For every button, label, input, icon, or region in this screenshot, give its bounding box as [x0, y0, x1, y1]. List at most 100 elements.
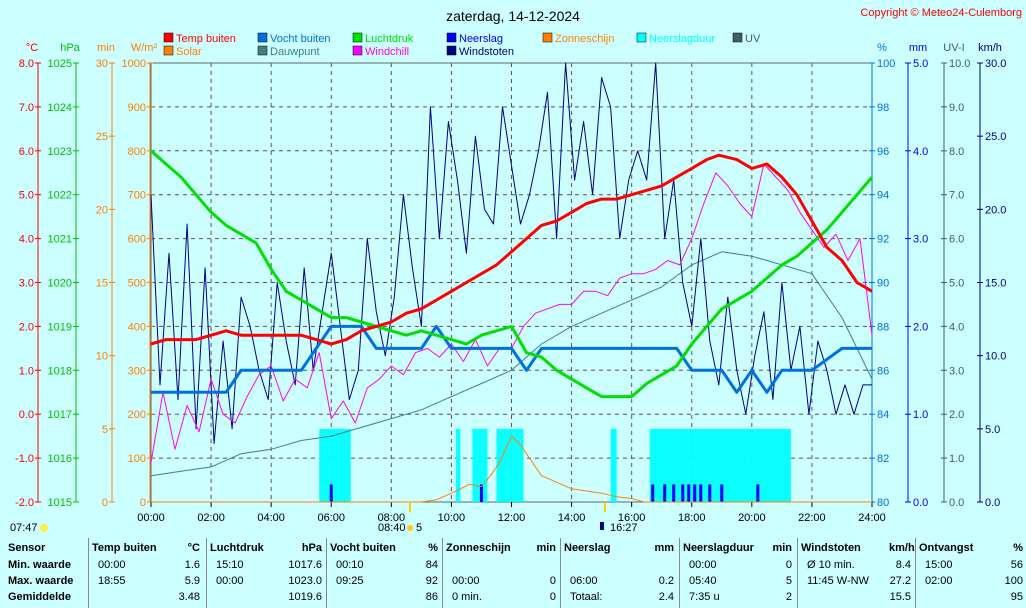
series-solar	[151, 435, 872, 503]
axis-unit: UV-I	[943, 42, 964, 54]
stats-dewpoint-time: 15:00	[925, 559, 953, 571]
axis-tick-label: 8.0	[19, 58, 34, 70]
stats-sunshine-unit: min	[536, 542, 556, 554]
axis-tick-label: 0	[140, 497, 146, 509]
axis-tick-label: 100	[128, 453, 146, 465]
legend-label: Neerslagduur	[649, 33, 715, 45]
axis-tick-label: 5.0	[985, 424, 1000, 436]
series-temp	[150, 153, 873, 346]
legend-label: Windstoten	[459, 46, 514, 58]
sunrise-label: 07:47	[10, 522, 38, 534]
stats-sunshine-time: 0 min.	[452, 591, 482, 603]
stats-dewpoint-unit: %	[1013, 542, 1023, 554]
legend-swatch	[446, 32, 457, 43]
stats-humidity-value: 86	[425, 591, 438, 603]
stats-separator	[679, 538, 680, 608]
rain-bar	[329, 484, 333, 502]
axis-tick-label: 96	[877, 146, 889, 158]
stats-gusts-value: 27.2	[889, 575, 911, 587]
axis-tick-label: 98	[877, 102, 889, 114]
stats-gusts-unit: km/h	[889, 542, 915, 554]
axis-tick-label: 0.0	[949, 497, 964, 509]
legend-label: UV	[745, 33, 761, 45]
legend-swatch	[352, 45, 363, 56]
axis-unit: W/m²	[131, 42, 158, 54]
stats-pressure-unit: hPa	[301, 542, 322, 554]
axis-tick-label: 7.0	[19, 102, 34, 114]
legend-swatch	[163, 45, 174, 56]
stats-gusts-time: 11:45 W-NW	[807, 575, 869, 587]
axis-tick-label: 1016	[48, 453, 72, 465]
stats-separator	[915, 538, 916, 608]
rain-bar	[651, 484, 655, 502]
sunset-icon	[600, 522, 604, 530]
axis-tick-label: 1.0	[949, 453, 964, 465]
x-tick-label: 22:00	[798, 512, 826, 524]
legend-label: Luchtdruk	[365, 33, 414, 45]
stats-table: Sensor Min. waarde Max. waarde Gemiddeld…	[0, 538, 1026, 608]
axis-tick-label: 6.0	[19, 146, 34, 158]
stats-pressure-header: Luchtdruk	[210, 542, 264, 554]
stats-raindur-value: 2	[785, 591, 792, 603]
rain-bar	[756, 484, 760, 502]
axis-unit: min	[97, 42, 115, 54]
rain-bar	[672, 484, 676, 502]
axis-tick-label: 1024	[48, 102, 72, 114]
axis-tick-label: 900	[128, 102, 146, 114]
axis-tick-label: 5.0	[913, 58, 928, 70]
axis-tick-label: 30	[96, 58, 108, 70]
axis-tick-label: 2.0	[949, 409, 964, 421]
rain-bar	[699, 484, 703, 502]
legend-swatch	[446, 45, 457, 56]
stats-temp-value: 5.9	[184, 575, 200, 587]
stats-raindur-time: 7:35 u	[689, 591, 720, 603]
stats-temp-time: 18:55	[98, 575, 126, 587]
axis-tick-label: 1022	[48, 190, 72, 202]
axis-tick-label: 20.0	[985, 204, 1006, 216]
stats-pressure-value: 1019.6	[288, 591, 322, 603]
series-windstoten	[150, 62, 872, 444]
axis-unit: %	[877, 42, 887, 54]
stats-humidity-value: 92	[425, 575, 438, 587]
axis-tick-label: 20	[96, 204, 108, 216]
axis-tick-label: 94	[877, 190, 889, 202]
stats-raindur-unit: min	[772, 542, 792, 554]
stats-row-avg: Gemiddelde	[8, 591, 71, 603]
axis-tick-label: 4.0	[913, 146, 928, 158]
x-tick-label: 02:00	[197, 512, 225, 524]
stats-rain-time: Totaal:	[570, 591, 603, 603]
axis-tick-label: 3.0	[19, 278, 34, 290]
stats-gusts-value: 15.5	[889, 591, 911, 603]
stats-humidity-value: 84	[425, 559, 438, 571]
axis-tick-label: 3.0	[949, 365, 964, 377]
axis-unit: °C	[26, 42, 38, 54]
axis-tick-label: 15	[96, 278, 108, 290]
rain-bar	[479, 484, 483, 502]
stats-rain-time: 06:00	[570, 575, 598, 587]
stats-pressure-value: 1023.0	[288, 575, 322, 587]
axis-tick-label: 30.0	[985, 58, 1006, 70]
legend-label: Vocht buiten	[270, 33, 331, 45]
solar-noon-label: 08:40	[378, 522, 406, 534]
axis-tick-label: 25	[96, 131, 108, 143]
axis-tick-label: 1018	[48, 365, 72, 377]
stats-temp-value: 3.48	[178, 591, 200, 603]
stats-gusts-time: Ø 10 min.	[807, 559, 855, 571]
stats-rain-value: 0.2	[658, 575, 674, 587]
x-tick-label: 24:00	[858, 512, 886, 524]
axis-unit: km/h	[978, 42, 1002, 54]
axis-tick-label: 7.0	[949, 190, 964, 202]
axis-tick-label: 8.0	[949, 146, 964, 158]
series-dauwpunt	[150, 251, 873, 477]
stats-pressure-time: 00:00	[216, 575, 244, 587]
stats-separator	[442, 538, 443, 608]
stats-separator	[797, 538, 798, 608]
rain-bar	[720, 484, 724, 502]
stats-separator	[326, 538, 327, 608]
copyright: Copyright © Meteo24-Culemborg	[860, 7, 1022, 19]
stats-humidity-header: Vocht buiten	[330, 542, 396, 554]
solar-noon-icon	[407, 525, 413, 531]
axis-tick-label: 5.0	[949, 278, 964, 290]
axis-unit: mm	[909, 42, 927, 54]
x-tick-label: 12:00	[498, 512, 526, 524]
